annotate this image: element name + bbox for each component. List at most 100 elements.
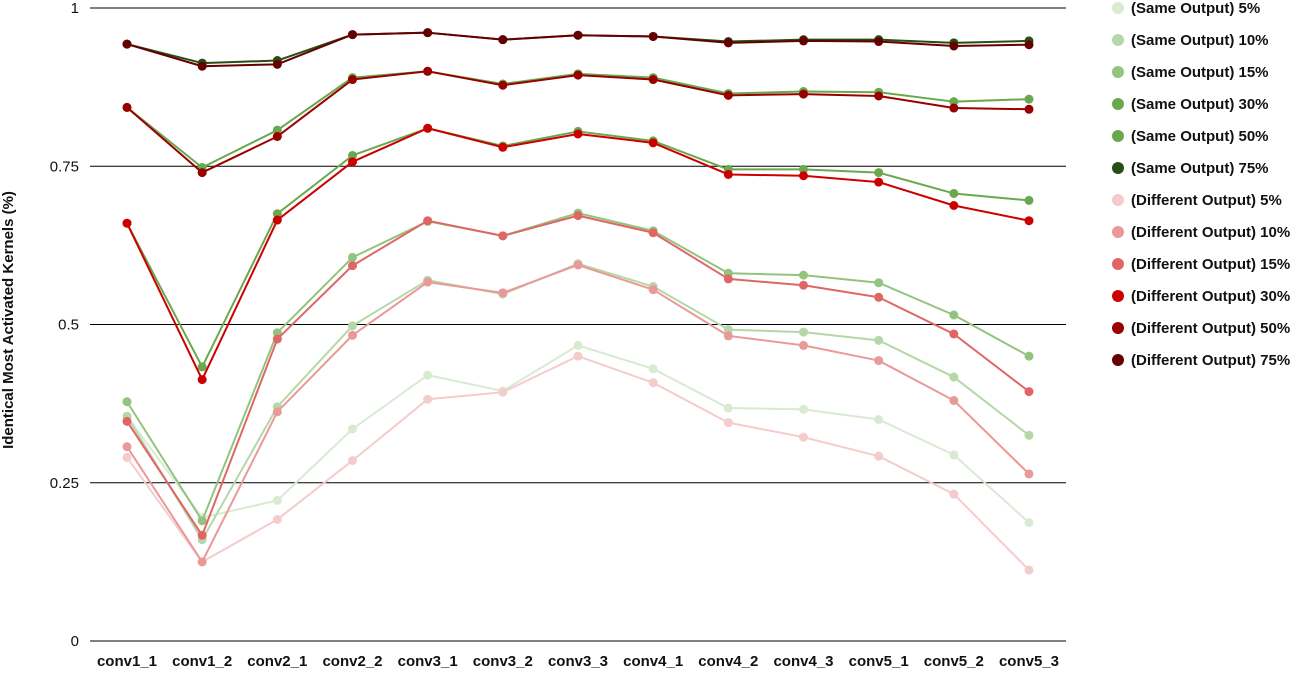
data-point (723, 38, 733, 48)
x-tick-label: conv1_1 (97, 653, 157, 669)
legend-marker (1112, 66, 1124, 78)
data-point (348, 321, 357, 331)
legend-marker (1112, 162, 1124, 174)
legend-item: (Same Output) 10% (1112, 32, 1269, 49)
legend-item: (Different Output) 10% (1112, 224, 1290, 241)
data-point (799, 89, 808, 99)
data-point (573, 129, 583, 139)
legend-item: (Same Output) 5% (1112, 0, 1260, 17)
legend-marker (1112, 98, 1124, 110)
data-point (949, 372, 959, 382)
data-point (272, 131, 282, 141)
legend-marker (1112, 34, 1124, 46)
legend: (Same Output) 5% (Same Output) 10% (Same O… (1112, 0, 1290, 369)
data-point (122, 39, 132, 49)
series-line (126, 70, 1030, 174)
data-point (949, 103, 959, 113)
data-point (648, 364, 658, 374)
data-point (648, 228, 658, 238)
legend-marker (1112, 130, 1124, 142)
series-line (126, 263, 1030, 563)
x-tick-label: conv5_1 (849, 653, 909, 669)
data-point (573, 211, 583, 221)
y-tick-label: 0 (71, 633, 79, 650)
legend-label: (Different Output) 5% (1131, 192, 1282, 209)
series-group (122, 259, 1034, 545)
legend-item: (Same Output) 15% (1112, 64, 1269, 81)
data-point (272, 328, 282, 338)
legend-item: (Different Output) 50% (1112, 320, 1290, 337)
data-point (1024, 94, 1034, 104)
data-point (949, 200, 959, 210)
legend-label: (Different Output) 50% (1131, 320, 1290, 337)
data-point (498, 142, 508, 152)
data-point (122, 218, 132, 228)
data-point (1024, 351, 1034, 361)
data-point (799, 164, 808, 174)
legend-item: (Same Output) 75% (1112, 160, 1269, 177)
data-point (348, 75, 357, 85)
data-point (197, 61, 207, 71)
data-point (874, 335, 884, 345)
data-point (723, 169, 733, 179)
data-point (723, 274, 733, 284)
data-point (1024, 518, 1034, 528)
data-point (348, 456, 357, 466)
data-point (423, 216, 433, 226)
data-point (648, 378, 658, 388)
data-point (949, 450, 959, 460)
x-tick-label: conv2_2 (322, 653, 382, 669)
data-point (423, 28, 433, 38)
legend-item: (Different Output) 75% (1112, 352, 1290, 369)
data-point (272, 59, 282, 69)
data-point (874, 177, 884, 187)
data-point (197, 375, 207, 385)
legend-label: (Different Output) 10% (1131, 224, 1290, 241)
grid-lines (90, 7, 1066, 642)
data-point (874, 414, 884, 424)
legend-label: (Different Output) 75% (1131, 352, 1290, 369)
legend-marker (1112, 322, 1124, 334)
series-line (126, 355, 1030, 571)
data-point (799, 340, 808, 350)
data-point (498, 387, 508, 397)
data-point (197, 516, 207, 526)
data-point (723, 325, 733, 335)
legend-marker (1112, 2, 1124, 14)
legend-item: (Same Output) 30% (1112, 96, 1269, 113)
data-point (1024, 430, 1034, 440)
data-point (648, 138, 658, 148)
y-tick-label: 0.5 (58, 317, 79, 334)
data-point (874, 37, 884, 47)
legend-label: (Different Output) 15% (1131, 256, 1290, 273)
series-group (122, 340, 1034, 528)
y-axis-title: Identical Most Activated Kernels (%) (0, 191, 17, 449)
data-point (799, 432, 808, 442)
data-point (348, 261, 357, 271)
data-point (648, 31, 658, 41)
data-point (197, 530, 207, 540)
data-point (348, 30, 357, 40)
data-point (423, 66, 433, 76)
x-tick-label: conv4_3 (773, 653, 833, 669)
x-tick-label: conv1_2 (172, 653, 232, 669)
legend-label: (Same Output) 75% (1131, 160, 1269, 177)
data-point (197, 168, 207, 178)
legend-marker (1112, 290, 1124, 302)
data-point (122, 452, 132, 462)
data-point (1024, 565, 1034, 575)
legend-marker (1112, 354, 1124, 366)
series-group (122, 260, 1034, 567)
legend-marker (1112, 226, 1124, 238)
data-point (1024, 104, 1034, 114)
x-axis-ticks: conv1_1 conv1_2 conv2_1 conv2_2 conv3_1 conv3… (97, 653, 1059, 670)
series-group (122, 66, 1034, 178)
x-tick-label: conv4_1 (623, 653, 683, 669)
data-point (348, 150, 357, 160)
legend-item: (Different Output) 5% (1112, 192, 1282, 209)
data-point (423, 123, 433, 133)
data-point (423, 370, 433, 380)
data-point (272, 495, 282, 505)
